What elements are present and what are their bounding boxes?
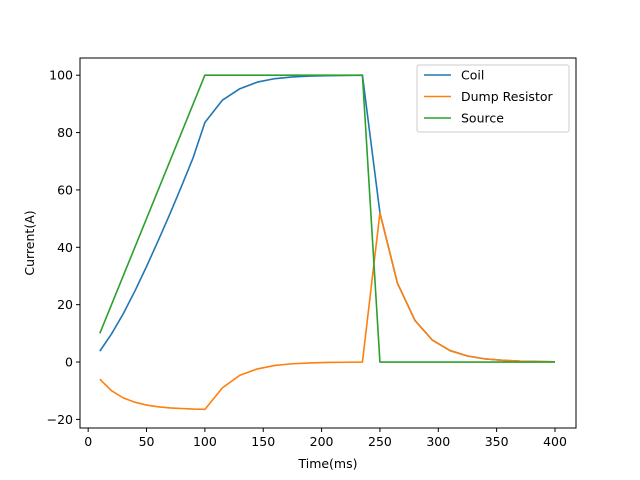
- x-tick-label: 150: [251, 434, 275, 449]
- x-tick-label: 350: [485, 434, 509, 449]
- plot-frame: [79, 57, 577, 429]
- x-tick-label: 400: [543, 434, 567, 449]
- x-tick-label: 50: [139, 434, 155, 449]
- y-tick-label: 100: [49, 68, 73, 83]
- x-tick-label: 100: [193, 434, 217, 449]
- y-tick-label: 40: [57, 240, 73, 255]
- series-line-source: [99, 74, 555, 363]
- x-tick-label: 300: [426, 434, 450, 449]
- x-axis-ticks: 0 50 100 150 200 250 300 350 400: [84, 428, 567, 449]
- legend-box: [416, 64, 570, 133]
- y-tick-label: −20: [47, 412, 73, 427]
- x-tick-label: 200: [310, 434, 334, 449]
- legend-label: Source: [461, 111, 504, 126]
- y-axis-label: Current(A): [22, 210, 37, 275]
- y-axis-ticks: −20 0 20 40 60 80 100: [47, 68, 80, 427]
- legend-label: Dump Resistor: [461, 89, 553, 104]
- series-line-dump-resistor: [99, 212, 555, 411]
- y-tick-label: 0: [65, 355, 73, 370]
- legend-label: Coil: [461, 68, 484, 83]
- y-tick-label: 80: [57, 125, 73, 140]
- y-tick-label: 20: [57, 297, 73, 312]
- y-tick-label: 60: [57, 182, 73, 197]
- x-tick-label: 0: [84, 434, 92, 449]
- x-tick-label: 250: [368, 434, 392, 449]
- plot-lines: [99, 74, 555, 411]
- legend: Coil Dump Resistor Source: [416, 64, 570, 133]
- x-axis-label: Time(ms): [297, 456, 357, 471]
